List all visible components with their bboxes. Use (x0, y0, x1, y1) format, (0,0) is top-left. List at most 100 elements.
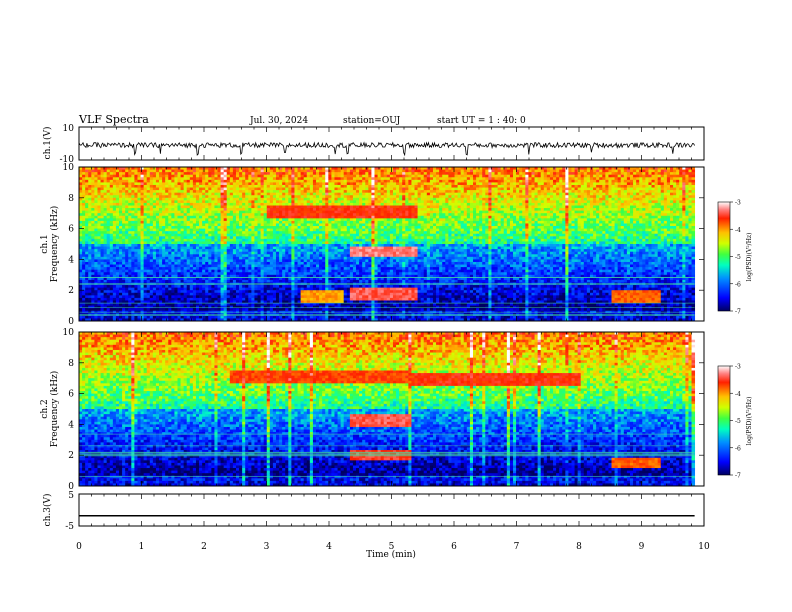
spectrogram-cell (232, 315, 237, 319)
spectrogram-cell (137, 208, 141, 212)
spectrogram-cell (272, 297, 277, 301)
spectrogram-cell (229, 210, 234, 214)
spectrogram-cell (82, 233, 86, 237)
spectrogram-cell (223, 172, 228, 176)
spectrogram-cell (306, 208, 311, 212)
spectrogram-cell (211, 187, 215, 191)
spectrogram-cell (205, 172, 209, 176)
spectrogram-cell (294, 184, 298, 188)
spectrogram-cell (211, 169, 215, 173)
spectrogram-cell (325, 174, 329, 178)
spectrogram-cell (195, 267, 200, 271)
spectrogram-cell (279, 282, 283, 286)
spectrogram-cell (272, 208, 277, 212)
spectrogram-cell (322, 272, 326, 276)
spectrogram-cell (211, 297, 215, 301)
spectrogram-cell (152, 264, 157, 268)
spectrogram-cell (168, 241, 172, 245)
spectrogram-cell (109, 236, 114, 240)
spectrogram-cell (288, 249, 292, 253)
spectrogram-cell (235, 318, 240, 322)
spectrogram-cell (165, 259, 169, 263)
spectrogram-cell (242, 303, 246, 306)
spectrogram-cell (146, 279, 151, 283)
spectrogram-cell (195, 236, 200, 240)
spectrogram-cell (291, 318, 295, 322)
spectrogram-cell (199, 208, 203, 212)
spectrogram-cell (112, 274, 117, 278)
spectrogram-cell (223, 297, 228, 301)
spectrogram-cell (159, 172, 163, 176)
spectrogram-cell (115, 277, 120, 281)
spectrogram-cell (103, 287, 108, 291)
spectrogram-cell (137, 282, 141, 286)
spectrogram-cell (263, 287, 268, 291)
spectrogram-cell (272, 169, 277, 173)
spectrogram-cell (140, 202, 145, 206)
spectrogram-cell (300, 308, 305, 312)
spectrogram-cell (171, 267, 175, 271)
spectrogram-cell (79, 208, 83, 212)
spectrogram-cell (285, 236, 289, 240)
spectrogram-cell (202, 256, 206, 260)
spectrogram-cell (269, 241, 274, 245)
spectrogram-cell (226, 215, 231, 219)
spectrogram-cell (168, 187, 172, 191)
spectrogram-cell (223, 287, 228, 291)
spectrogram-cell (205, 226, 209, 229)
spectrogram-cell (177, 238, 181, 242)
spectrogram-cell (254, 187, 258, 191)
spectrogram-cell (199, 251, 203, 255)
spectrogram-cell (174, 233, 178, 237)
spectrogram-cell (294, 254, 298, 258)
spectrogram-cell (88, 167, 92, 170)
spectrogram-cell (119, 290, 123, 294)
spectrogram-cell (79, 282, 83, 286)
spectrogram-cell (325, 184, 329, 188)
spectrogram-cell (291, 277, 295, 281)
spectrogram-cell (208, 259, 212, 263)
spectrogram-cell (242, 228, 246, 232)
spectrogram-cell (109, 246, 114, 250)
spectrogram-cell (245, 274, 249, 278)
spectrogram-cell (177, 269, 181, 273)
spectrogram-cell (192, 167, 197, 170)
spectrogram-cell (208, 179, 212, 183)
spectrogram-cell (165, 169, 169, 173)
spectrogram-cell (309, 174, 314, 178)
spectrogram-cell (263, 241, 268, 245)
spectrogram-cell (288, 292, 292, 296)
spectrogram-cell (319, 290, 323, 294)
spectrogram-cell (220, 228, 225, 232)
spectrogram-cell (131, 192, 135, 196)
spectrogram-cell (242, 295, 246, 299)
spectrogram-cell (115, 244, 120, 247)
spectrogram-cell (214, 277, 218, 281)
spectrogram-cell (103, 208, 108, 212)
spectrogram-cell (208, 167, 212, 170)
spectrogram-cell (165, 261, 169, 265)
spectrogram-cell (143, 184, 148, 188)
spectrogram-cell (248, 303, 252, 306)
spectrogram-cell (239, 215, 243, 219)
spectrogram-cell (180, 215, 185, 219)
spectrogram-cell (79, 318, 83, 322)
spectrogram-cell (146, 218, 151, 222)
spectrogram-cell (217, 218, 221, 222)
spectrogram-cell (248, 272, 252, 276)
spectrogram-cell (291, 223, 295, 227)
spectrogram-cell (119, 264, 123, 268)
spectrogram-cell (186, 218, 191, 222)
spectrogram-cell (208, 251, 212, 255)
spectrogram-cell (202, 282, 206, 286)
spectrogram-cell (276, 215, 280, 219)
spectrogram-cell (131, 236, 135, 240)
spectrogram-cell (143, 213, 148, 217)
spectrogram-cell (248, 167, 252, 170)
spectrogram-cell (303, 200, 308, 204)
spectrogram-cell (248, 215, 252, 219)
spectrogram-cell (208, 292, 212, 296)
spectrogram-cell (260, 261, 265, 265)
spectrogram-cell (254, 213, 258, 217)
spectrogram-cell (149, 251, 154, 255)
